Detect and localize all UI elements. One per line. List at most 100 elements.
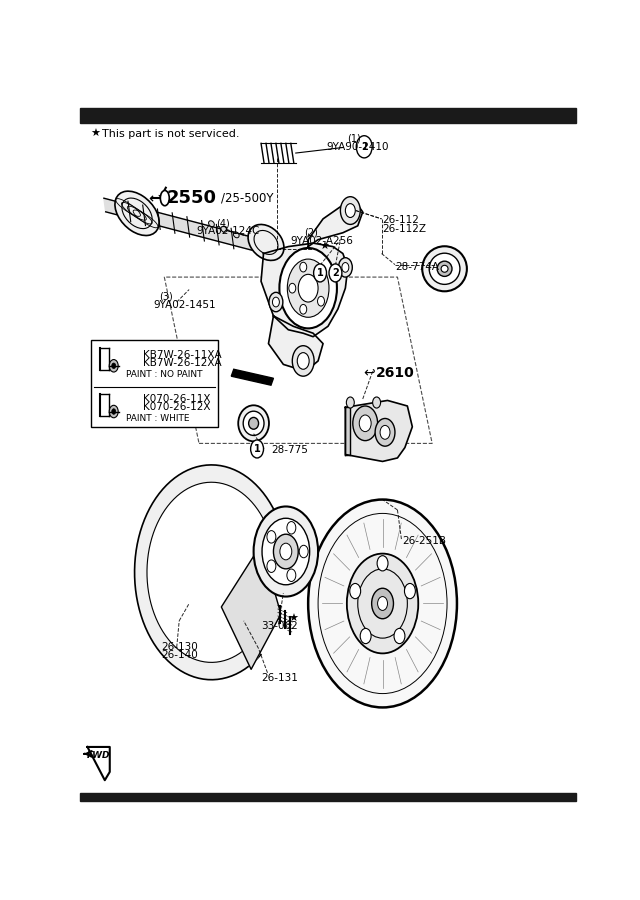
Polygon shape [231,369,273,385]
Circle shape [289,284,296,293]
Ellipse shape [422,247,467,292]
Circle shape [112,409,116,414]
Text: 2: 2 [332,268,339,278]
Circle shape [372,589,394,618]
Polygon shape [221,544,281,670]
Circle shape [267,560,276,572]
Circle shape [342,263,349,272]
Ellipse shape [429,253,460,284]
Text: K070-26-11X: K070-26-11X [143,394,211,404]
Circle shape [253,507,318,597]
Circle shape [269,292,283,311]
Circle shape [267,531,276,543]
Circle shape [297,353,309,369]
Circle shape [251,440,264,458]
Circle shape [287,259,329,318]
Text: 1: 1 [253,444,260,454]
Text: 1: 1 [317,268,323,278]
Text: ★: ★ [288,614,298,624]
Text: FWD: FWD [86,752,110,760]
Circle shape [360,628,371,644]
Text: This part is not serviced.: This part is not serviced. [102,129,240,139]
Text: 2550: 2550 [167,189,217,207]
Text: 9YA02-1451: 9YA02-1451 [153,300,216,310]
Text: 26-112Z: 26-112Z [383,223,427,234]
Polygon shape [346,400,412,462]
Text: 26-251B: 26-251B [403,536,447,546]
Circle shape [308,500,457,707]
Text: 26-112: 26-112 [383,215,419,225]
Text: 33-062: 33-062 [261,621,298,631]
Ellipse shape [238,405,269,441]
Text: KB7W-26-12XA: KB7W-26-12XA [143,358,222,368]
Ellipse shape [209,220,214,227]
Text: ↩: ↩ [364,365,375,380]
Ellipse shape [161,191,169,206]
Circle shape [340,197,360,224]
Polygon shape [134,465,278,680]
Text: (4): (4) [216,219,230,229]
Text: 9YA02-A256: 9YA02-A256 [291,236,354,246]
Circle shape [287,522,296,534]
Text: /25-500Y: /25-500Y [221,192,274,204]
Circle shape [298,274,318,302]
Ellipse shape [115,191,159,236]
Circle shape [346,203,355,218]
Circle shape [273,297,280,307]
FancyBboxPatch shape [92,340,218,427]
Text: ↩: ↩ [148,191,161,205]
Text: 26-140: 26-140 [161,651,198,661]
Text: PAINT : WHITE: PAINT : WHITE [126,414,189,423]
Circle shape [300,304,307,314]
Circle shape [380,426,390,439]
Text: PAINT : NO PAINT: PAINT : NO PAINT [126,370,203,379]
Circle shape [377,555,388,571]
Circle shape [329,264,342,282]
Text: (2): (2) [304,228,318,238]
Circle shape [378,597,388,610]
Circle shape [353,406,378,441]
Circle shape [359,415,371,432]
Ellipse shape [441,266,448,272]
Circle shape [314,264,326,282]
Text: 28-775: 28-775 [271,445,308,455]
Circle shape [317,296,324,306]
Circle shape [346,397,355,408]
Circle shape [339,257,352,277]
Circle shape [300,262,307,272]
Text: (1): (1) [347,133,360,143]
Text: ★: ★ [90,129,100,139]
Circle shape [394,628,405,644]
Circle shape [347,554,419,653]
Polygon shape [269,316,323,372]
Bar [80,793,576,801]
Ellipse shape [243,411,264,436]
Circle shape [317,270,324,280]
Circle shape [109,360,118,372]
Circle shape [112,363,116,369]
Circle shape [287,569,296,581]
Circle shape [262,518,310,585]
Text: 2610: 2610 [376,365,414,380]
Text: 9YA90-1410: 9YA90-1410 [326,142,389,152]
Text: KB7W-26-11XA: KB7W-26-11XA [143,350,222,360]
Circle shape [292,346,314,376]
Ellipse shape [248,224,284,260]
Text: 26-130: 26-130 [161,643,198,652]
Ellipse shape [234,232,239,238]
Circle shape [404,583,415,599]
Polygon shape [308,202,363,247]
Text: 2: 2 [361,142,367,152]
Circle shape [349,583,361,599]
Polygon shape [88,747,110,780]
Circle shape [280,544,292,560]
Text: K070-26-12X: K070-26-12X [143,402,211,412]
Ellipse shape [437,261,452,276]
Bar [80,108,576,123]
Polygon shape [346,408,350,454]
Polygon shape [261,243,348,337]
Circle shape [375,418,395,446]
Polygon shape [104,198,269,255]
Ellipse shape [221,226,227,232]
Circle shape [356,136,372,158]
